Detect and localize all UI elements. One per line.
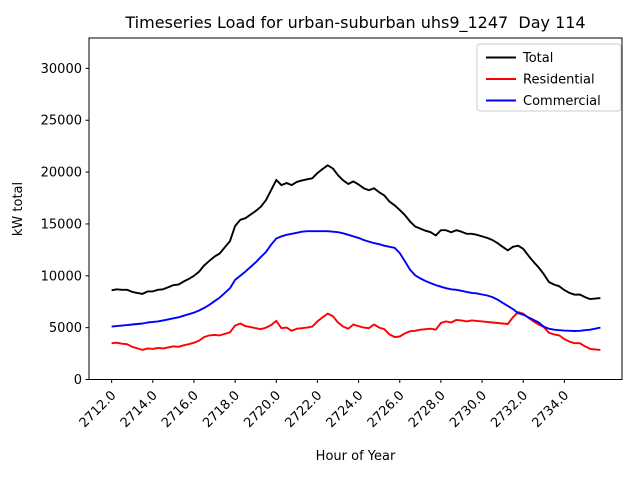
y-tick-label: 5000 [49,321,82,336]
y-tick-label: 15000 [41,217,82,232]
y-axis-label: kW total [11,182,26,236]
series-line-residential [111,311,601,351]
x-tick-label: 2726.0 [365,388,408,431]
legend: Total Residential Commercial [476,43,622,112]
y-tick-label: 20000 [41,166,82,181]
legend-label-total: Total [522,51,553,66]
plot-area-border [88,37,623,380]
series-line-total [111,164,601,301]
x-tick-label: 2724.0 [324,388,367,431]
x-tick-label: 2734.0 [529,388,572,431]
plot-content: 0 5000 10000 15000 20000 25000 30000 2712.02714… [41,62,601,431]
x-tick-label: 2720.0 [241,388,284,431]
x-tick-label: 2722.0 [282,388,325,431]
legend-label-commercial: Commercial [523,94,601,109]
x-tick-label: 2718.0 [200,388,243,431]
x-axis-label: Hour of Year [316,449,396,464]
x-tick-label: 2716.0 [159,388,202,431]
chart-title: Timeseries Load for urban-suburban uhs9_… [124,13,585,33]
y-tick-label: 30000 [41,62,82,77]
x-tick-label: 2712.0 [77,388,120,431]
series-line-commercial [111,230,601,332]
legend-box [476,43,622,112]
x-tick-label: 2714.0 [118,388,161,431]
y-tick-label: 0 [74,373,82,388]
x-tick-label: 2730.0 [447,388,490,431]
y-tick-label: 10000 [41,269,82,284]
y-tick-label: 25000 [41,114,82,129]
x-tick-label: 2732.0 [488,388,531,431]
legend-label-residential: Residential [523,73,595,88]
x-tick-label: 2728.0 [406,388,449,431]
